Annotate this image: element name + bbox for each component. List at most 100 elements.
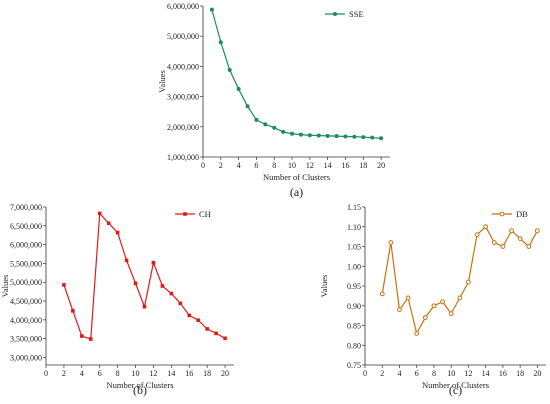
y-tick-label: 6,000,000	[10, 241, 42, 250]
data-point	[352, 134, 357, 139]
data-point	[474, 232, 480, 238]
y-tick-label: 2,000,000	[167, 123, 199, 132]
data-point	[223, 336, 227, 341]
y-tick-label: 3,000,000	[10, 353, 42, 362]
data-point	[517, 236, 523, 242]
chart-panel-3: 0 2 4 6 8 10 12 14 16 18 20 0.75 0.80 0.85 0.90 0.95 1.0…	[319, 203, 546, 397]
y-axis-title: Values	[0, 275, 10, 298]
x-axis-title: Number of Clusters	[263, 172, 330, 182]
y-axis-title: Values	[157, 70, 167, 93]
data-point	[97, 211, 102, 216]
y-tick-label: 1,000,000	[167, 153, 199, 162]
x-tick-label: 14	[167, 369, 175, 378]
x-tick-label: 14	[482, 369, 490, 378]
data-point	[491, 240, 497, 245]
x-tick-label: 20	[377, 161, 385, 170]
x-tick-label: 10	[447, 369, 455, 378]
series-line-db	[381, 225, 538, 336]
x-tick-label: 2	[380, 369, 384, 378]
data-point	[196, 318, 200, 323]
data-point	[218, 40, 223, 45]
data-point	[534, 228, 540, 234]
x-tick-label: 18	[359, 161, 367, 170]
data-point	[397, 307, 402, 313]
y-tick-label: 5,000,000	[167, 32, 199, 41]
y-tick-label: 0.75	[347, 361, 361, 370]
data-point	[272, 125, 277, 130]
data-point	[88, 337, 93, 341]
x-axis-title: Number of Clusters	[106, 380, 173, 390]
panel-label: (b)	[133, 383, 147, 397]
x-tick-label: 18	[203, 369, 211, 378]
x-tick-label: 18	[516, 369, 524, 378]
chart-panel-2: 0 2 4 6 8 10 12 14 16 18 20 3,000,000 3,500,000 4,000…	[0, 203, 234, 397]
data-point	[71, 309, 75, 313]
data-point	[448, 311, 454, 317]
data-point	[209, 7, 214, 12]
y-tick-label: 4,500,000	[10, 297, 42, 306]
y-tick-label: 1.10	[347, 223, 361, 232]
y-tick-label: 0.80	[347, 341, 361, 350]
y-axis-title: Values	[319, 275, 329, 298]
x-tick-label: 4	[237, 161, 241, 170]
panel-label: (c)	[449, 383, 462, 397]
data-point	[316, 133, 321, 138]
x-tick-label: 12	[306, 161, 314, 170]
y-tick-label: 0.95	[347, 282, 361, 291]
y-tick-label: 3,500,000	[10, 335, 42, 344]
data-point	[133, 281, 138, 286]
y-tick-label: 7,000,000	[10, 203, 42, 212]
data-point	[526, 244, 532, 249]
data-point	[379, 136, 384, 141]
y-tick-label: 0.90	[347, 302, 361, 311]
x-tick-label: 2	[62, 369, 66, 378]
y-tick-label: 3,000,000	[167, 93, 199, 102]
legend-label: DB	[516, 209, 528, 219]
data-point	[509, 228, 514, 234]
data-point	[290, 131, 295, 136]
data-point	[466, 279, 471, 285]
y-tick-label: 1.05	[347, 243, 361, 252]
data-point	[236, 87, 241, 92]
data-point	[245, 104, 250, 109]
x-tick-label: 8	[432, 369, 436, 378]
chart-panel-1: 0 2 4 6 8 10 12 14 16 18 20 1,000,000 2,000,000 3,000…	[157, 2, 390, 199]
x-tick-label: 12	[149, 369, 157, 378]
data-point	[440, 299, 445, 305]
x-tick-label: 10	[288, 161, 296, 170]
data-point	[343, 134, 348, 139]
data-point	[422, 315, 428, 321]
data-point	[124, 258, 129, 263]
x-tick-label: 16	[185, 369, 193, 378]
data-point	[263, 122, 268, 127]
x-tick-label: 16	[341, 161, 349, 170]
data-point	[298, 132, 303, 137]
data-point	[169, 291, 174, 296]
data-point	[500, 244, 506, 249]
x-tick-label: 8	[116, 369, 120, 378]
data-point	[414, 331, 420, 336]
legend-label: CH	[199, 209, 211, 219]
data-point	[115, 230, 120, 235]
data-point	[307, 133, 312, 138]
x-tick-label: 14	[324, 161, 332, 170]
y-tick-label: 4,000,000	[10, 316, 42, 325]
y-tick-label: 5,500,000	[10, 259, 42, 268]
x-tick-label: 0	[201, 161, 205, 170]
x-tick-label: 6	[98, 369, 102, 378]
data-point	[361, 135, 366, 140]
x-tick-label: 0	[363, 369, 367, 378]
data-point	[178, 301, 183, 306]
data-point	[457, 295, 463, 301]
data-point	[214, 331, 218, 336]
data-point	[254, 117, 259, 122]
x-tick-label: 6	[415, 369, 419, 378]
data-point	[379, 291, 385, 297]
x-tick-label: 0	[44, 369, 48, 378]
x-tick-label: 4	[397, 369, 401, 378]
legend-label: SSE	[349, 9, 364, 19]
data-point	[151, 260, 156, 265]
data-point	[160, 284, 165, 288]
data-point	[405, 295, 411, 301]
